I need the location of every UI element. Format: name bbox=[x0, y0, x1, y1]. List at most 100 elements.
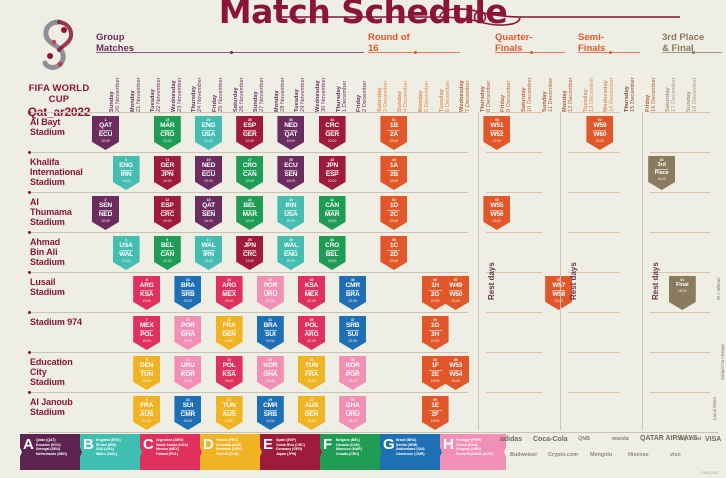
match-card[interactable]: 21 TUN AUS 13:00 bbox=[215, 396, 243, 430]
date-column-8[interactable]: Monday 28 November bbox=[261, 52, 286, 114]
match-card[interactable]: 32 POR URU 22:00 bbox=[256, 276, 284, 310]
stadium-name-5[interactable]: Stadium 974 bbox=[30, 317, 108, 327]
match-card[interactable]: 58 W51 W52 22:00 bbox=[483, 116, 511, 150]
group-card-F[interactable]: F Belgium (BEL) Canada (CAN) Morocco (MAR) C… bbox=[320, 434, 386, 470]
match-card[interactable]: 63 3rd Place 18:00 bbox=[648, 156, 676, 190]
date-column-20[interactable]: Saturday 10 December bbox=[508, 52, 533, 114]
match-card[interactable]: 44 CRC GER 22:00 bbox=[318, 116, 346, 150]
match-card[interactable]: 37 AUS DEN 18:00 bbox=[298, 396, 325, 430]
date-column-26[interactable]: Friday 16 December bbox=[632, 52, 657, 114]
match-card[interactable]: 35 ECU SEN 18:00 bbox=[277, 156, 305, 190]
group-card-D[interactable]: D France (FRA) Australia (AUS) Denmark (DEN… bbox=[200, 434, 266, 470]
match-card[interactable]: 13 MAR CRO 13:00 bbox=[153, 116, 181, 150]
match-card[interactable]: 24 BEL MAR 16:00 bbox=[236, 196, 264, 230]
stadium-name-7[interactable]: Al Janoub Stadium bbox=[30, 397, 108, 417]
match-card[interactable]: 47 SRB SUI 22:00 bbox=[339, 316, 367, 350]
date-column-22[interactable]: Monday 12 December bbox=[549, 52, 574, 114]
match-card[interactable]: 50 1C 2D 22:00 bbox=[380, 236, 408, 270]
stadium-name-1[interactable]: Khalifa International Stadium bbox=[30, 157, 108, 187]
match-card[interactable]: 41 GHA URU 18:00 bbox=[339, 396, 367, 430]
match-card[interactable]: 24 ARG MEX 22:00 bbox=[215, 276, 243, 310]
match-card[interactable]: 8 ARG KSA 13:00 bbox=[133, 276, 161, 310]
match-card[interactable]: 61 W57 W58 22:00 bbox=[545, 276, 573, 310]
match-card[interactable]: 64 Final 18:00 bbox=[668, 276, 696, 310]
match-card[interactable]: 48 CMR BRA 22:00 bbox=[339, 276, 367, 310]
group-card-G[interactable]: G Brazil (BRA) Serbia (SRB) Switzerland (SU… bbox=[380, 434, 446, 470]
match-card[interactable]: 25 JPN CRC 13:00 bbox=[236, 236, 264, 270]
stadium-name-6[interactable]: Education City Stadium bbox=[30, 357, 108, 387]
match-card[interactable]: 2 SEN NED 19:00 bbox=[92, 196, 119, 230]
match-card[interactable]: 12 ESP CRC 19:00 bbox=[153, 196, 181, 230]
match-card[interactable]: 16 BRA SRB 22:00 bbox=[174, 276, 202, 310]
match-card[interactable]: 14 URU KOR 16:00 bbox=[174, 356, 202, 390]
match-card[interactable]: 29 CMR SRB 13:00 bbox=[256, 396, 284, 430]
match-card[interactable]: 46 CRO BEL 18:00 bbox=[318, 236, 346, 270]
match-card[interactable]: 3 ENG IRN 16:00 bbox=[112, 156, 140, 190]
date-column-23[interactable]: Tuesday 13 December bbox=[570, 52, 595, 114]
match-card[interactable]: 11 GER JPN 16:00 bbox=[153, 156, 181, 190]
match-card[interactable]: 38 TUN FRA 18:00 bbox=[298, 356, 325, 390]
match-card[interactable]: 45 KOR POR 18:00 bbox=[339, 356, 367, 390]
stadium-name-2[interactable]: Al Thumama Stadium bbox=[30, 197, 108, 227]
match-card[interactable]: 42 CAN MAR 18:00 bbox=[318, 196, 346, 230]
date-column-1[interactable]: Monday 21 November bbox=[117, 52, 142, 114]
match-card[interactable]: 9 BEL CAN 22:00 bbox=[153, 236, 181, 270]
stadium-name-3[interactable]: Ahmad Bin Ali Stadium bbox=[30, 237, 108, 267]
date-column-17[interactable]: Wednesday 7 December bbox=[446, 52, 471, 114]
stadium-name-0[interactable]: Al Bayt Stadium bbox=[30, 117, 108, 137]
match-card[interactable]: 5 DEN TUN 16:00 bbox=[133, 356, 161, 390]
match-card[interactable]: 13 SUI CMR 13:00 bbox=[174, 396, 202, 430]
match-card[interactable]: 20 ENG USA 22:00 bbox=[195, 116, 222, 150]
date-column-21[interactable]: Sunday 11 December bbox=[529, 52, 554, 114]
date-column-9[interactable]: Tuesday 29 November bbox=[281, 52, 306, 114]
match-card[interactable]: 36 NED QAT 18:00 bbox=[277, 116, 305, 150]
date-column-15[interactable]: Monday 5 December bbox=[405, 52, 430, 114]
group-card-H[interactable]: H Portugal (POR) Ghana (GHA) Uruguay (URU) K… bbox=[440, 434, 506, 470]
group-card-A[interactable]: A Qatar (QAT) Ecuador (ECU) Senegal (SEN) Ne… bbox=[20, 434, 86, 470]
match-card[interactable]: 22 POL KSA 16:00 bbox=[215, 356, 243, 390]
date-column-5[interactable]: Friday 25 November bbox=[199, 52, 224, 114]
match-card[interactable]: 34 IRN USA 22:00 bbox=[277, 196, 305, 230]
match-card[interactable]: 60 W55 W56 18:00 bbox=[483, 196, 511, 230]
date-column-18[interactable]: Thursday 8 December bbox=[467, 52, 492, 114]
date-column-14[interactable]: Sunday 4 December bbox=[384, 52, 409, 114]
date-column-10[interactable]: Wednesday 30 November bbox=[302, 52, 327, 114]
date-column-7[interactable]: Sunday 27 November bbox=[240, 52, 265, 114]
match-card[interactable]: 19 NED ECU 19:00 bbox=[195, 156, 222, 190]
match-card[interactable]: 55 1E 2F 18:00 bbox=[421, 396, 449, 430]
date-column-4[interactable]: Thursday 24 November bbox=[178, 52, 203, 114]
match-card[interactable]: 31 BRA SUI 19:00 bbox=[256, 316, 284, 350]
date-column-11[interactable]: Thursday 1 December bbox=[323, 52, 348, 114]
match-card[interactable]: 43 JPN ESP 22:00 bbox=[318, 156, 346, 190]
date-column-0[interactable]: Sunday 20 November bbox=[96, 52, 121, 114]
date-column-2[interactable]: Tuesday 22 November bbox=[137, 52, 162, 114]
match-card[interactable]: 23 FRA DEN 19:00 bbox=[215, 316, 243, 350]
stadium-name-4[interactable]: Lusail Stadium bbox=[30, 277, 108, 297]
group-card-B[interactable]: B England (ENG) IR Iran (IRN) USA (USA) Wale… bbox=[80, 434, 146, 470]
date-column-19[interactable]: Friday 9 December bbox=[487, 52, 512, 114]
match-card[interactable]: 6 FRA AUS 22:00 bbox=[133, 396, 161, 430]
match-card[interactable]: 52 1D 2C 22:00 bbox=[380, 196, 408, 230]
match-card[interactable]: 40 KSA MEX 22:00 bbox=[298, 276, 325, 310]
match-card[interactable]: 62 W59 W60 22:00 bbox=[586, 116, 614, 150]
match-card[interactable]: 30 KOR GHA 16:00 bbox=[256, 356, 284, 390]
match-card[interactable]: 1 QAT ECU 19:00 bbox=[92, 116, 119, 150]
match-card[interactable]: 4 USA WAL 22:00 bbox=[112, 236, 140, 270]
match-card[interactable]: 51 1B 2A 22:00 bbox=[380, 116, 408, 150]
date-column-27[interactable]: Saturday 17 December bbox=[652, 52, 677, 114]
group-card-E[interactable]: E Spain (ESP) Costa Rica (CRC) Germany (GER… bbox=[260, 434, 326, 470]
match-card[interactable]: 39 POL ARG 22:00 bbox=[298, 316, 325, 350]
date-column-12[interactable]: Friday 2 December bbox=[343, 52, 368, 114]
date-column-3[interactable]: Wednesday 23 November bbox=[158, 52, 183, 114]
match-card[interactable]: 33 WAL ENG 22:00 bbox=[277, 236, 305, 270]
date-column-25[interactable]: Thursday 15 December bbox=[611, 52, 636, 114]
date-column-16[interactable]: Tuesday 6 December bbox=[426, 52, 451, 114]
date-column-13[interactable]: Saturday 3 December bbox=[364, 52, 389, 114]
match-card[interactable]: 28 ESP GER 22:00 bbox=[236, 116, 264, 150]
match-card[interactable]: 27 CRO CAN 19:00 bbox=[236, 156, 264, 190]
match-card[interactable]: 7 MEX POL 19:00 bbox=[133, 316, 161, 350]
match-card[interactable]: 59 W53 W54 18:00 bbox=[442, 356, 470, 390]
date-column-28[interactable]: Sunday 18 December bbox=[673, 52, 698, 114]
match-card[interactable]: 18 QAT SEN 16:00 bbox=[195, 196, 222, 230]
date-column-24[interactable]: Wednesday 14 December bbox=[590, 52, 615, 114]
